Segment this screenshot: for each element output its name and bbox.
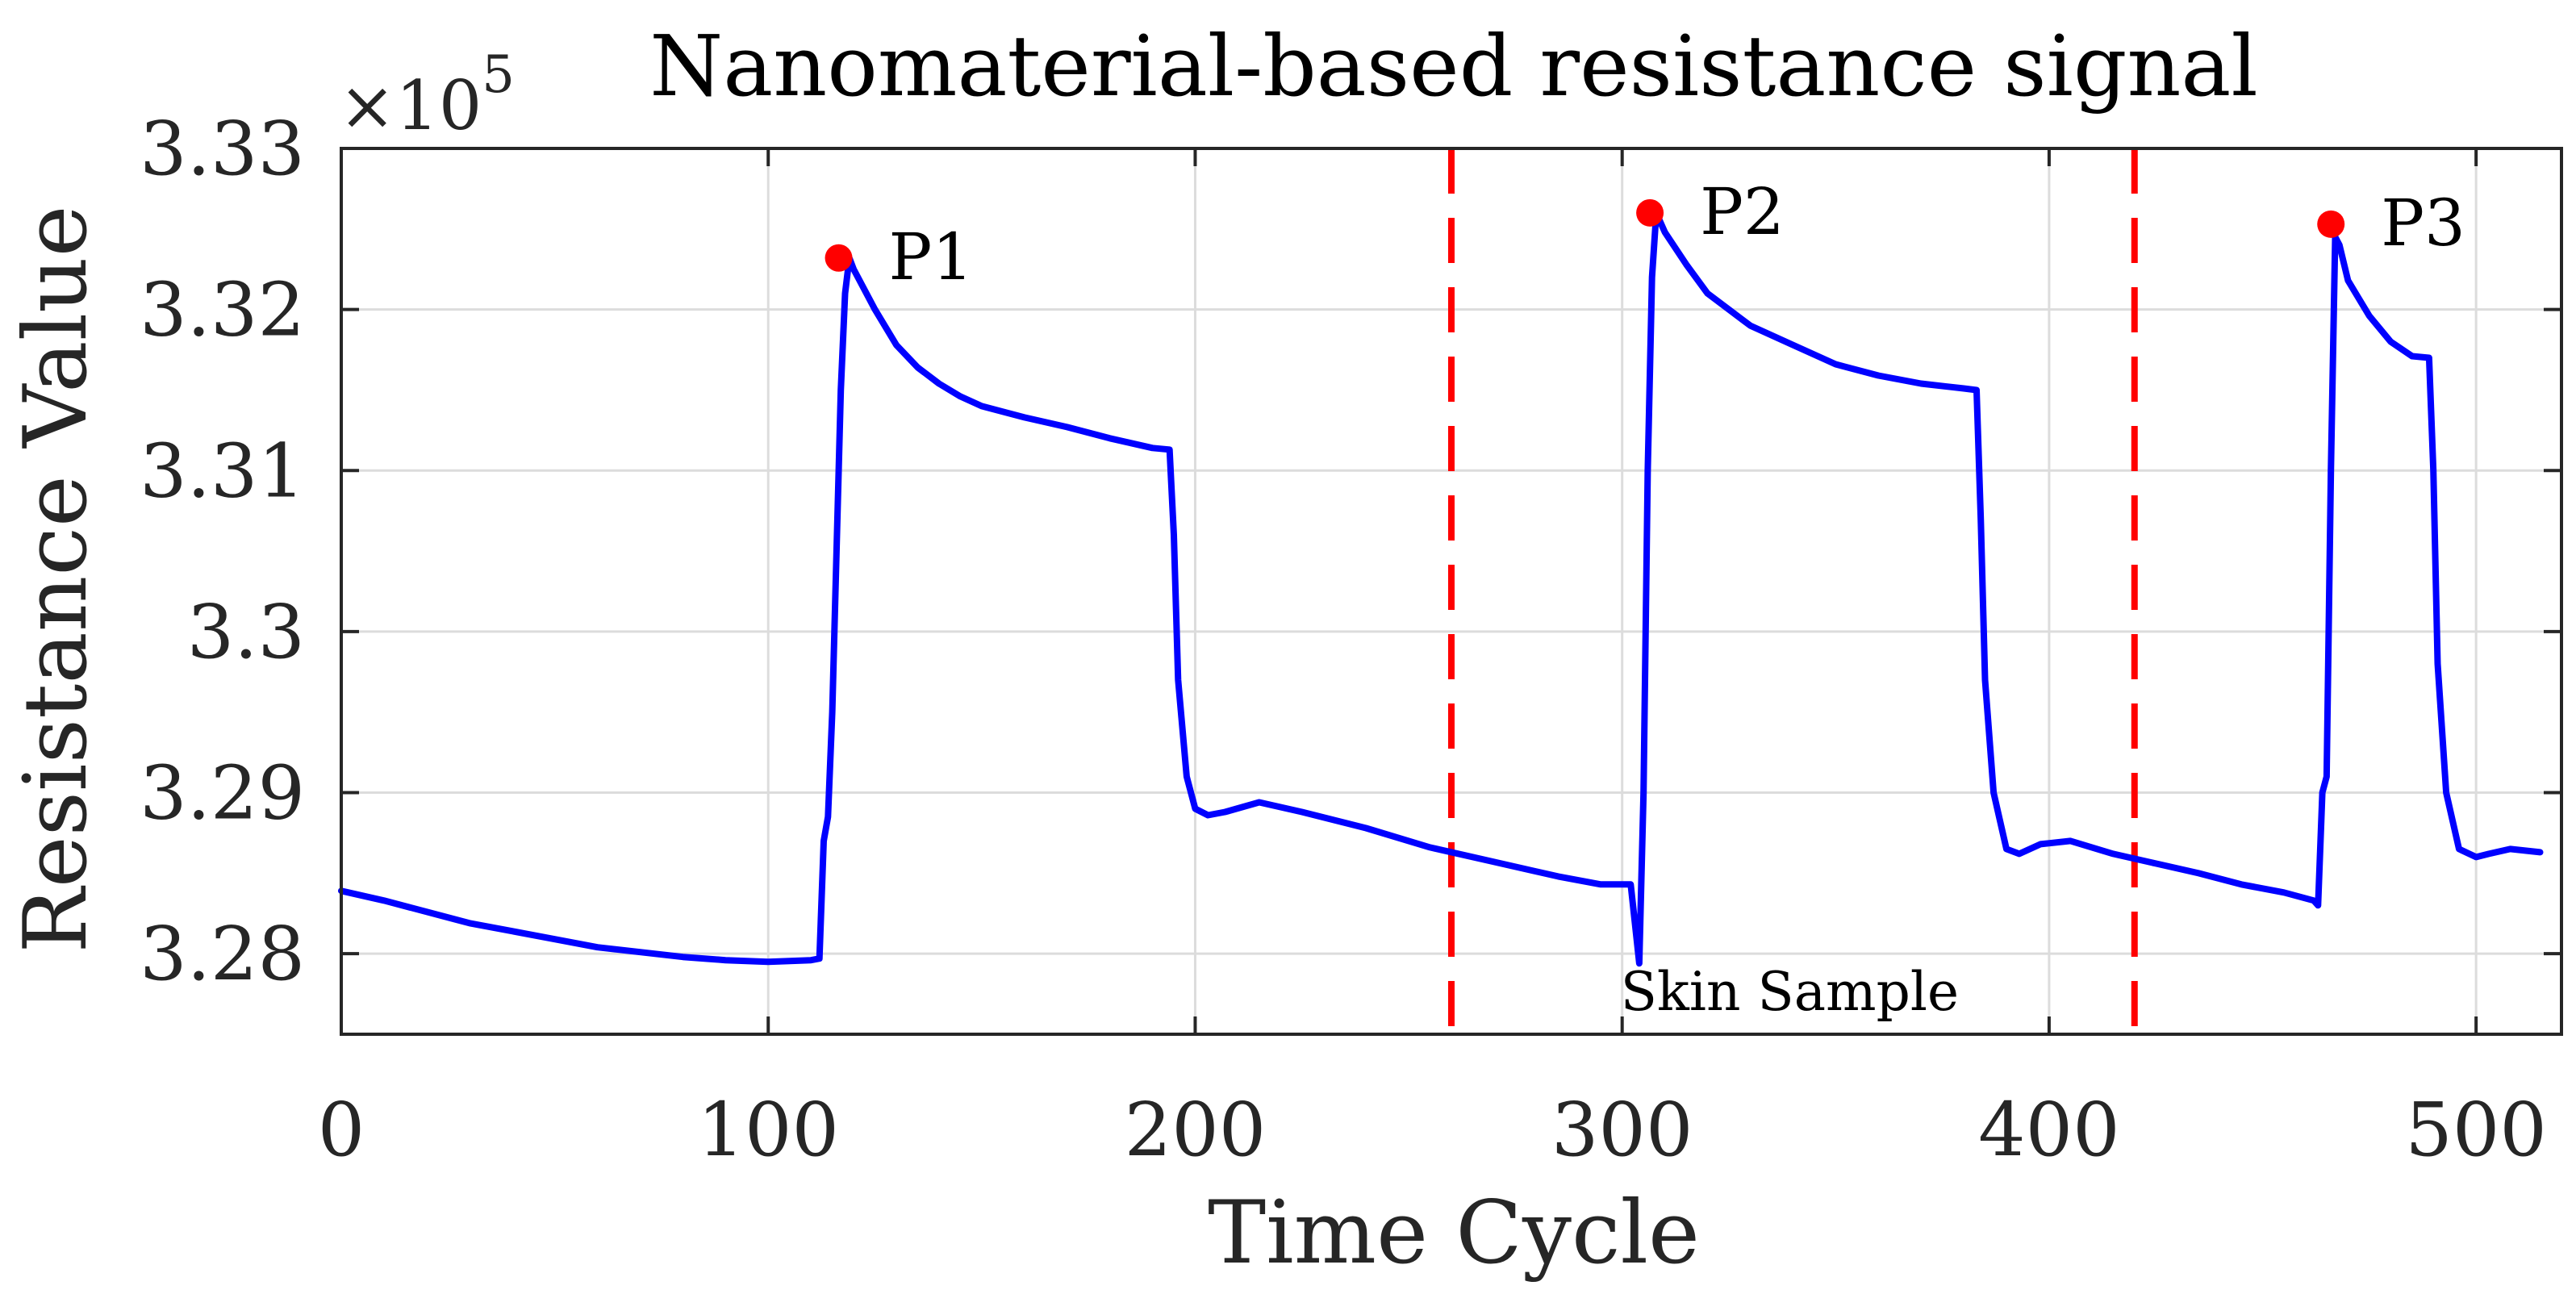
x-tick-label: 300 <box>1551 1087 1693 1173</box>
y-tick-label: 3.31 <box>140 428 305 514</box>
series-layer <box>338 209 2544 967</box>
x-tick-labels: 0 100 200 300 400 500 <box>318 1087 2547 1173</box>
x-tick-label: 400 <box>1978 1087 2120 1173</box>
y-axis-multiplier: ×105 <box>339 45 515 145</box>
peak-marker <box>1636 198 1664 227</box>
x-tick-label: 500 <box>2405 1087 2547 1173</box>
annotation-label: Skin Sample <box>1621 961 1959 1023</box>
divider-lines <box>1448 148 2138 1034</box>
peak-label: P1 <box>889 219 974 294</box>
x-axis-title: Time Cycle <box>1208 1183 1700 1284</box>
chart-title: Nanomaterial-based resistance signal <box>649 17 2257 115</box>
series-line <box>338 209 2544 967</box>
x-tick-label: 0 <box>318 1087 365 1173</box>
y-tick-label: 3.33 <box>140 106 305 192</box>
peak-markers: P1 P2 P3 <box>825 174 2465 294</box>
multiplier-base: ×10 <box>339 66 482 145</box>
annotation-layer: Skin Sample <box>1621 961 1959 1023</box>
y-tick-label: 3.3 <box>187 589 305 675</box>
y-tick-label: 3.32 <box>140 267 305 353</box>
peak-label: P3 <box>2381 186 2465 261</box>
peak-marker <box>2317 210 2345 238</box>
y-tick-label: 3.29 <box>140 750 305 837</box>
peak-marker <box>825 244 853 272</box>
x-tick-label: 200 <box>1125 1087 1267 1173</box>
peak-label: P2 <box>1700 174 1785 249</box>
y-axis-title: Resistance Value <box>6 205 106 953</box>
axes-frame <box>340 147 2563 1036</box>
x-tick-label: 100 <box>697 1087 839 1173</box>
y-tick-labels: 3.28 3.29 3.3 3.31 3.32 3.33 <box>140 106 305 997</box>
multiplier-exponent: 5 <box>482 45 515 105</box>
y-tick-label: 3.28 <box>140 911 305 997</box>
